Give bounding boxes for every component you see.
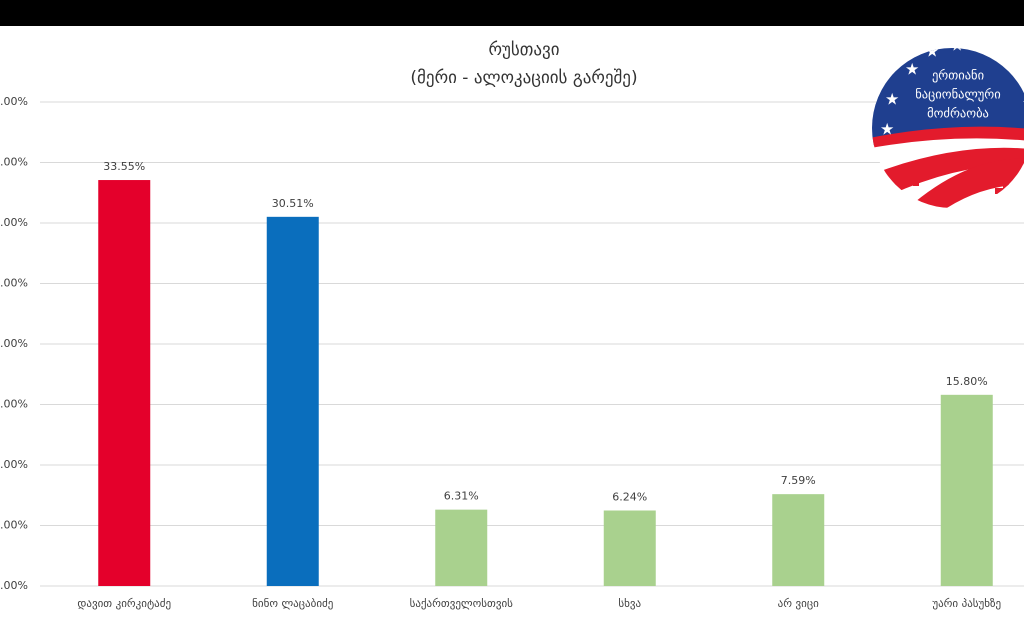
plot: 0.00% 5.00% 10.00% 15.00% 20.00% 25.00% 30.00%…	[0, 95, 1024, 610]
logo-text: ერთიანი	[932, 68, 984, 83]
x-tick-label: უარი პასუხზე	[932, 597, 1001, 610]
x-tick-label: სხვა	[618, 597, 641, 610]
svg-text:★: ★	[885, 90, 899, 109]
y-tick-label: 15.00%	[0, 398, 28, 411]
value-label: 30.51%	[272, 197, 314, 210]
chart-title: რუსთავი	[488, 40, 559, 60]
logo-text: მოძრაობა	[927, 106, 989, 121]
value-label: 7.59%	[781, 474, 816, 487]
y-tick-label: 40.00%	[0, 95, 28, 108]
top-band	[0, 0, 1024, 26]
y-tick-label: 25.00%	[0, 277, 28, 290]
value-label: 33.55%	[103, 160, 145, 173]
svg-text:★: ★	[998, 48, 1012, 67]
y-tick-label: 30.00%	[0, 216, 28, 229]
y-tick-label: 20.00%	[0, 337, 28, 350]
x-tick-label: არ ვიცი	[778, 597, 819, 610]
chart-subtitle: (მერი - ალოკაციის გარეშე)	[410, 68, 637, 88]
bar	[266, 216, 319, 587]
svg-text:★: ★	[1016, 66, 1024, 85]
svg-text:★: ★	[925, 42, 939, 61]
bar	[98, 180, 151, 587]
value-label: 6.31%	[444, 490, 479, 503]
bar	[940, 394, 993, 586]
y-tick-label: 35.00%	[0, 156, 28, 169]
svg-text:★: ★	[950, 36, 964, 55]
value-label: 15.80%	[946, 375, 988, 388]
svg-text:★: ★	[975, 38, 989, 57]
bar	[603, 510, 656, 586]
bar	[435, 509, 488, 586]
y-tick-label: 10.00%	[0, 458, 28, 471]
logo: ★★ ★★ ★★ ★★ ★ ერთიანი ნაციონალური მოძრაო…	[872, 36, 1024, 208]
bar	[772, 494, 825, 586]
x-tick-label: ნინო ლაცაბიძე	[252, 597, 333, 610]
x-tick-label: საქართველოსთვის	[410, 597, 514, 610]
y-tick-label: 0.00%	[0, 579, 28, 592]
logo-text: ნაციონალური	[915, 87, 1000, 102]
x-tick-label: დავით კირკიტაძე	[77, 597, 171, 610]
y-tick-label: 5.00%	[0, 519, 28, 532]
svg-text:★: ★	[905, 60, 919, 79]
svg-text:★: ★	[1022, 94, 1024, 113]
value-label: 6.24%	[612, 490, 647, 503]
svg-text:★: ★	[880, 120, 894, 139]
